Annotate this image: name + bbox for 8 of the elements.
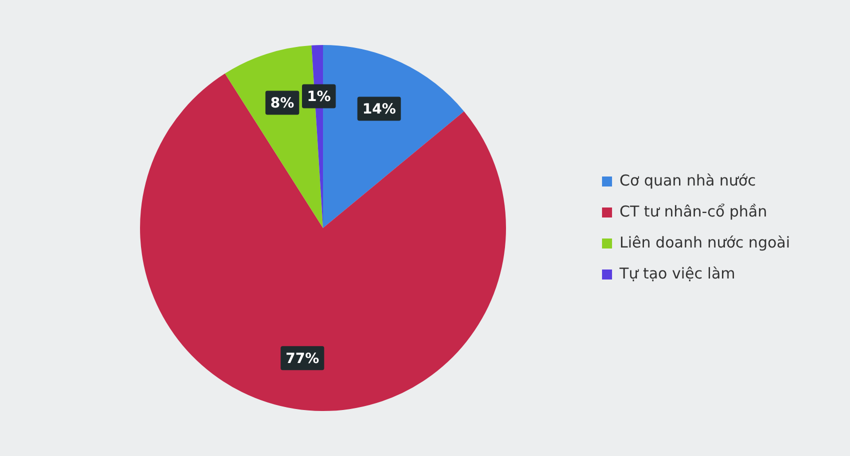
data-label: 77%	[286, 350, 320, 367]
data-label: 8%	[270, 95, 294, 112]
legend-label: Tự tạo việc làm	[618, 264, 736, 282]
legend-label: Cơ quan nhà nước	[620, 171, 756, 190]
data-label: 14%	[362, 101, 396, 118]
legend-label: CT tư nhân-cổ phần	[620, 202, 768, 220]
data-label: 1%	[306, 88, 331, 105]
legend-label: Liên doanh nước ngoài	[620, 233, 790, 252]
